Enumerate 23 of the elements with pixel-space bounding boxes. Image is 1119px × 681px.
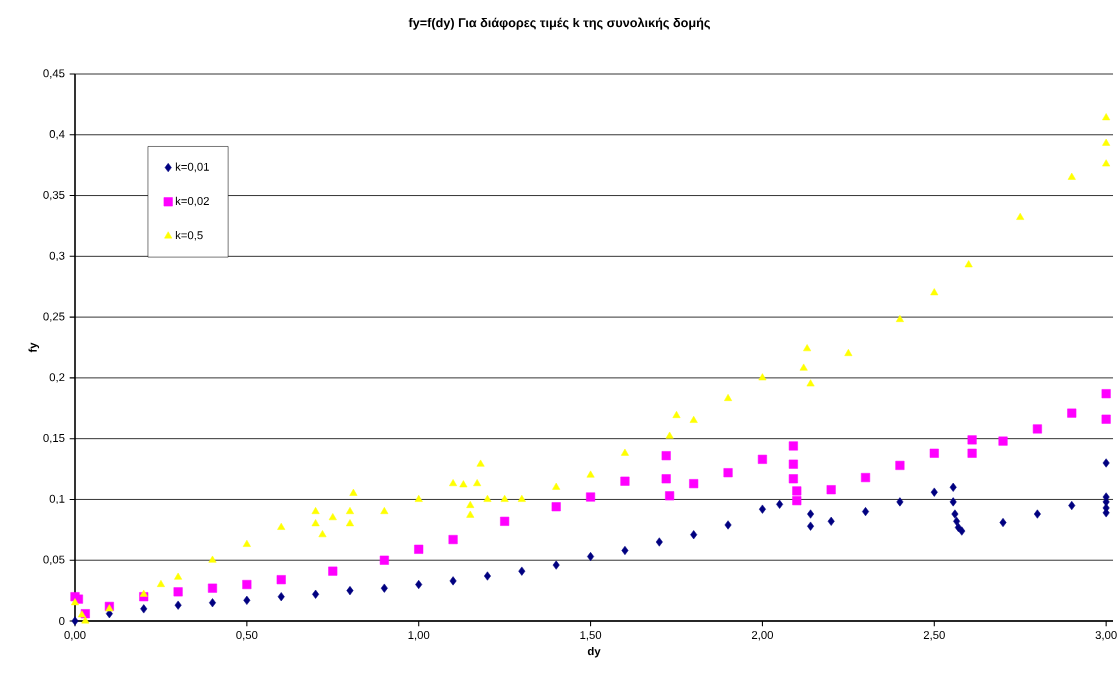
x-tick-label: 3,00 — [1095, 631, 1117, 641]
x-tick-label: 2,50 — [923, 631, 945, 641]
y-tick-label: 0,25 — [43, 312, 65, 322]
x-tick-label: 0,50 — [236, 631, 258, 641]
legend-label: k=0,02 — [175, 196, 209, 207]
y-tick-label: 0,3 — [49, 251, 65, 262]
y-tick-label: 0,45 — [43, 69, 65, 79]
legend-label: k=0,5 — [175, 230, 203, 241]
y-tick-label: 0,05 — [43, 555, 65, 565]
y-axis-title: fy — [28, 342, 40, 353]
chart-title: fy=f(dy) Για διάφορες τιμές k της συνολικής δομής — [408, 17, 710, 30]
y-tick-label: 0,1 — [49, 494, 65, 505]
x-tick-label: 0,00 — [64, 631, 86, 641]
legend-label: k=0,01 — [175, 162, 209, 173]
x-axis-title: dy — [587, 646, 601, 658]
x-tick-label: 1,00 — [408, 631, 430, 641]
x-tick-label: 2,00 — [751, 631, 774, 641]
y-tick-label: 0,35 — [43, 190, 65, 201]
y-tick-label: 0 — [59, 617, 65, 626]
y-tick-label: 0,2 — [49, 373, 65, 383]
y-tick-label: 0,4 — [49, 130, 65, 140]
y-tick-label: 0,15 — [43, 433, 65, 444]
x-tick-label: 1,50 — [580, 631, 602, 641]
